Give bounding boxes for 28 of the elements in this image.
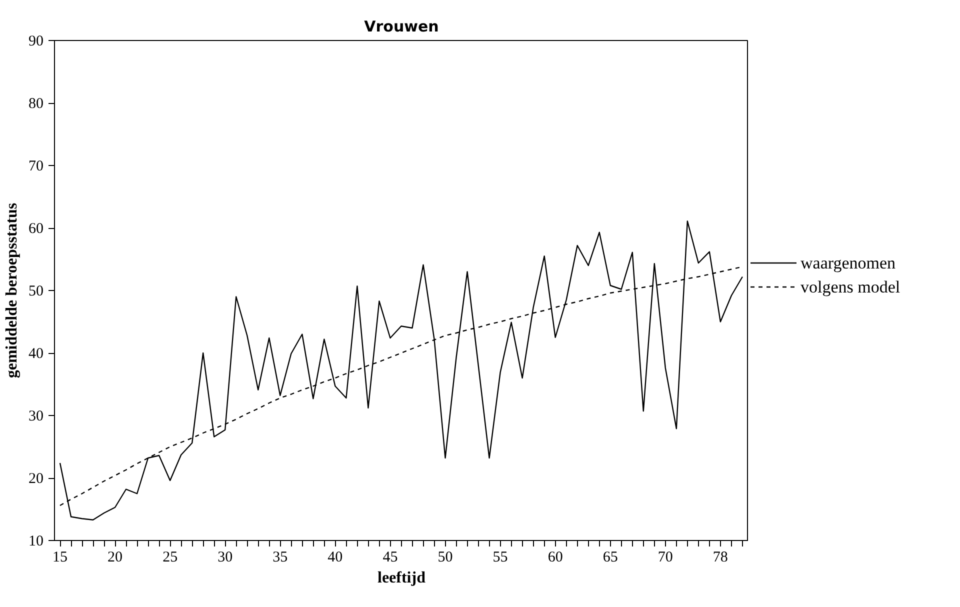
y-tick-label: 80 — [28, 96, 44, 112]
x-axis-title: leeftijd — [378, 570, 426, 586]
x-tick-label: 35 — [272, 550, 288, 566]
legend-label: volgens model — [800, 278, 900, 296]
y-tick-label: 50 — [28, 284, 44, 300]
y-tick-label: 90 — [28, 34, 44, 50]
x-tick-label: 20 — [108, 550, 123, 566]
y-tick-label: 20 — [28, 471, 44, 487]
x-tick-label: 45 — [382, 550, 398, 566]
y-tick-label: 10 — [28, 534, 44, 550]
y-tick-label: 30 — [28, 408, 44, 424]
chart-title: Vrouwen — [364, 18, 439, 36]
x-tick-label: 78 — [712, 550, 728, 566]
x-tick-label: 30 — [218, 550, 233, 566]
x-tick-label: 70 — [658, 550, 673, 566]
y-tick-label: 60 — [28, 221, 44, 237]
x-tick-label: 50 — [438, 550, 453, 566]
y-tick-label: 40 — [28, 346, 44, 362]
x-tick-label: 55 — [492, 550, 508, 566]
x-tick-label: 15 — [52, 550, 68, 566]
x-tick-label: 60 — [548, 550, 563, 566]
x-tick-label: 25 — [162, 550, 178, 566]
y-tick-label: 70 — [28, 158, 44, 174]
line-series — [59, 220, 744, 520]
x-tick-label: 65 — [602, 550, 618, 566]
y-axis-title: gemiddelde beroepsstatus — [4, 202, 20, 378]
x-tick-label: 40 — [328, 550, 343, 566]
legend-label: waargenomen — [800, 254, 896, 272]
